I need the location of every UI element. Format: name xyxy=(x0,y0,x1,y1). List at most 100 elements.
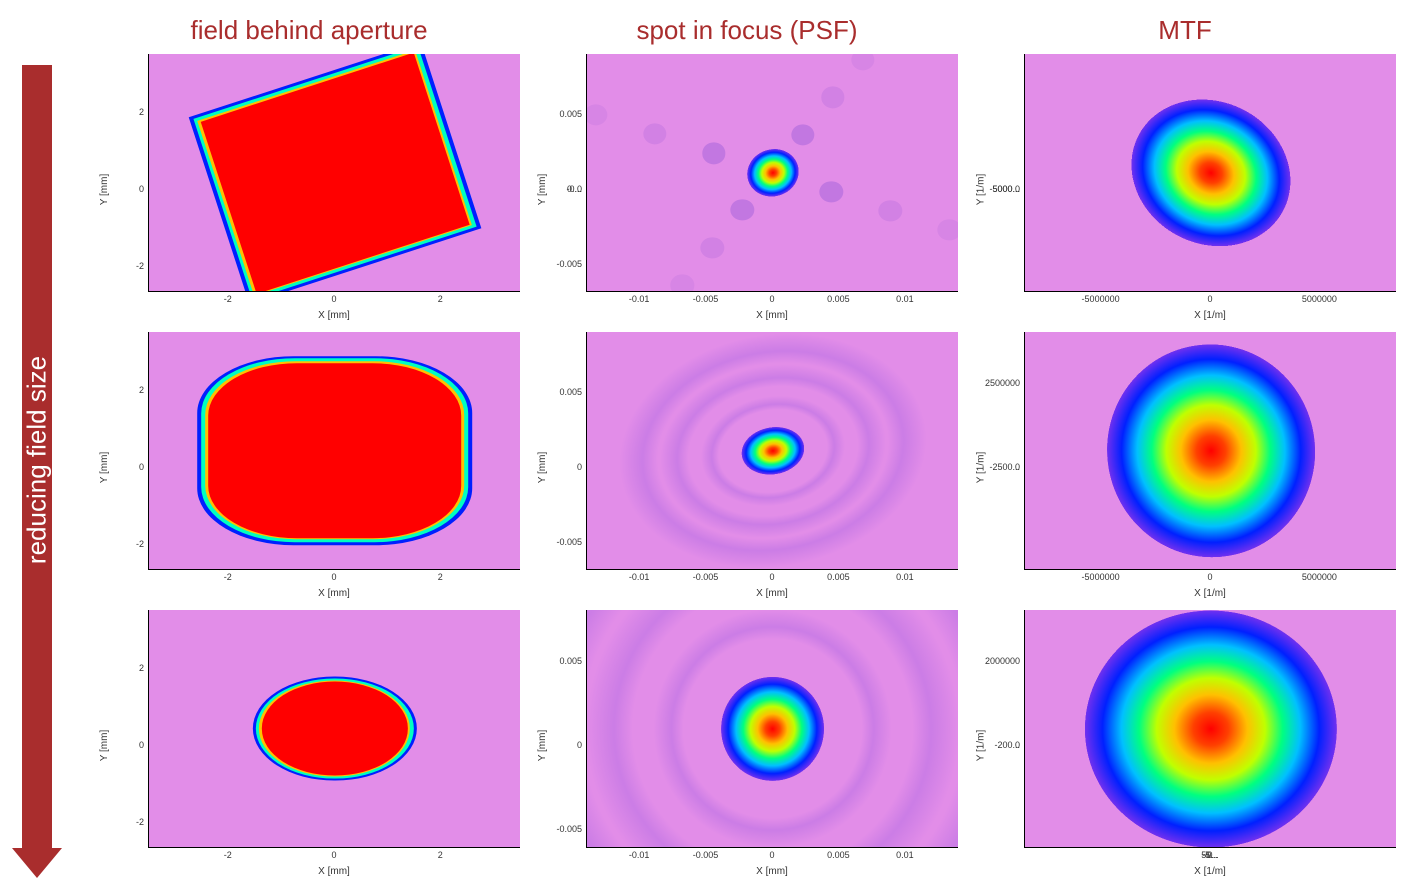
y-tick-label: -2 xyxy=(136,817,144,827)
column-headers: field behind aperture spot in focus (PSF… xyxy=(90,10,1404,50)
x-tick-label: -0.01 xyxy=(629,850,650,860)
x-axis-label: X [mm] xyxy=(586,584,958,602)
x-tick-label: 5000000 xyxy=(1302,294,1337,304)
x-tick-label: -5000000 xyxy=(1082,572,1120,582)
y-tick-label: 2 xyxy=(139,663,144,673)
plot-cell: Y [mm] -2 0 2 -2 0 2 X [mm] xyxy=(90,50,528,328)
x-tick-label: -2 xyxy=(224,294,232,304)
plot-cell: Y [1/m]-200...02000000-5...050...X [1/m] xyxy=(966,606,1404,884)
x-tick-label: -2 xyxy=(224,850,232,860)
x-tick-label: 0.01 xyxy=(896,572,914,582)
x-axis-label: X [mm] xyxy=(586,306,958,324)
x-tick-label: -5000000 xyxy=(1082,294,1120,304)
x-tick-label: 2 xyxy=(438,572,443,582)
y-tick-label: 0 xyxy=(1015,740,1020,750)
plot-area xyxy=(586,610,958,848)
y-axis-label: Y [1/m] xyxy=(976,729,987,761)
y-tick-label: 2 xyxy=(139,385,144,395)
plot-cell: Y [mm]-0.00500.005-0.01-0.00500.0050.01X… xyxy=(528,606,966,884)
plot-area xyxy=(148,332,520,570)
y-axis-label: Y [mm] xyxy=(538,173,549,204)
y-tick-label: 0 xyxy=(577,462,582,472)
x-tick-label: 0 xyxy=(1207,294,1212,304)
x-tick-label: -0.01 xyxy=(629,294,650,304)
plot-row: Y [mm]-202 -202X [mm]Y [mm]-0...-0.00500… xyxy=(90,50,1404,328)
x-tick-label: 0.01 xyxy=(896,294,914,304)
x-axis-label: X [mm] xyxy=(586,862,958,880)
plot-cell: Y [mm]-0...-0.00500.0050....-0.01-0.0050… xyxy=(528,50,966,328)
x-axis-label: X [1/m] xyxy=(1024,584,1396,602)
y-tick-label: -2 xyxy=(136,261,144,271)
x-tick-label: 2 xyxy=(438,850,443,860)
x-tick-label: 0 xyxy=(331,850,336,860)
x-tick-label: -2 xyxy=(224,572,232,582)
plot-area xyxy=(586,54,958,292)
y-axis-label: Y [1/m] xyxy=(976,173,987,205)
plot-area xyxy=(1024,332,1396,570)
plot-area xyxy=(586,332,958,570)
plot-cell: Y [mm] -2 0 2 -2 0 2 X [mm] xyxy=(90,606,528,884)
y-tick-label: -0.005 xyxy=(556,824,582,834)
y-axis-label: Y [mm] xyxy=(538,451,549,482)
x-tick-label: 2 xyxy=(438,294,443,304)
y-tick-label: -2 xyxy=(136,539,144,549)
plot-cell: Y [1/m]-5000...05000...-500000005000000X… xyxy=(966,50,1404,328)
plot-cell: Y [mm] -0.005 0 0.005 -0.01 -0.005 0 0.005 0.01 X… xyxy=(528,328,966,606)
y-tick-label: 0.... xyxy=(567,184,582,194)
x-tick-label: 0 xyxy=(769,572,774,582)
figure-container: reducing field size field behind apertur… xyxy=(10,10,1404,884)
reducing-arrow: reducing field size xyxy=(10,10,60,884)
x-tick-label: 0 xyxy=(331,294,336,304)
x-tick-label: 0 xyxy=(769,850,774,860)
x-tick-label: 5000000 xyxy=(1302,572,1337,582)
plot-grid: field behind aperture spot in focus (PSF… xyxy=(60,10,1404,884)
y-tick-label: 0 xyxy=(577,740,582,750)
x-tick-label: 0.005 xyxy=(827,850,850,860)
x-tick-label: -0.01 xyxy=(629,572,650,582)
y-tick-label: 0.005 xyxy=(559,387,582,397)
plot-area xyxy=(1024,610,1396,848)
y-axis-label: Y [mm] xyxy=(100,173,111,204)
y-axis-label: Y [mm] xyxy=(100,451,111,482)
x-tick-label: 0 xyxy=(331,572,336,582)
plot-area xyxy=(1024,54,1396,292)
y-tick-label: -0.005 xyxy=(556,537,582,547)
y-tick-label: 5000... xyxy=(992,184,1020,194)
col-header-psf: spot in focus (PSF) xyxy=(528,15,966,46)
plot-row: Y [mm] -2 0 2 -2 0 2 X [mm] Y [mm] -0.005 0 0.005 -… xyxy=(90,328,1404,606)
y-axis-label: Y [mm] xyxy=(538,729,549,760)
y-tick-label: 0 xyxy=(1015,462,1020,472)
y-tick-label: 0 xyxy=(139,184,144,194)
x-tick-label: 0.005 xyxy=(827,572,850,582)
plot-row: Y [mm] -2 0 2 -2 0 2 X [mm] Y [mm] -0.005 0 0.005 -… xyxy=(90,606,1404,884)
x-tick-label: 0 xyxy=(1207,572,1212,582)
plot-area xyxy=(148,54,520,292)
y-tick-label: 2500000 xyxy=(985,378,1020,388)
y-tick-label: 0 xyxy=(139,740,144,750)
x-axis-label: X [1/m] xyxy=(1024,862,1396,880)
y-axis-label: Y [mm] xyxy=(100,729,111,760)
y-tick-label: 0.005 xyxy=(559,109,582,119)
x-tick-label: -0.005 xyxy=(693,572,719,582)
plot-area xyxy=(148,610,520,848)
x-tick-label: -0.005 xyxy=(693,850,719,860)
plot-cell: Y [1/m]-2500...02500000-500000005000000X… xyxy=(966,328,1404,606)
x-axis-label: X [1/m] xyxy=(1024,306,1396,324)
x-tick-label: 0.01 xyxy=(896,850,914,860)
x-tick-label: -0.005 xyxy=(693,294,719,304)
plot-cell: Y [mm] -2 0 2 -2 0 2 X [mm] xyxy=(90,328,528,606)
y-axis-label: Y [1/m] xyxy=(976,451,987,483)
x-tick-label: 0.005 xyxy=(827,294,850,304)
x-axis-label: X [mm] xyxy=(148,306,520,324)
col-header-aperture: field behind aperture xyxy=(90,15,528,46)
x-axis-label: X [mm] xyxy=(148,862,520,880)
x-axis-label: X [mm] xyxy=(148,584,520,602)
y-tick-label: 0 xyxy=(139,462,144,472)
x-tick-label: 50... xyxy=(1201,850,1219,860)
y-tick-label: -0.005 xyxy=(556,259,582,269)
arrow-label: reducing field size xyxy=(22,356,53,564)
y-tick-label: 2000000 xyxy=(985,656,1020,666)
y-tick-label: 2 xyxy=(139,107,144,117)
col-header-mtf: MTF xyxy=(966,15,1404,46)
x-tick-label: 0 xyxy=(769,294,774,304)
